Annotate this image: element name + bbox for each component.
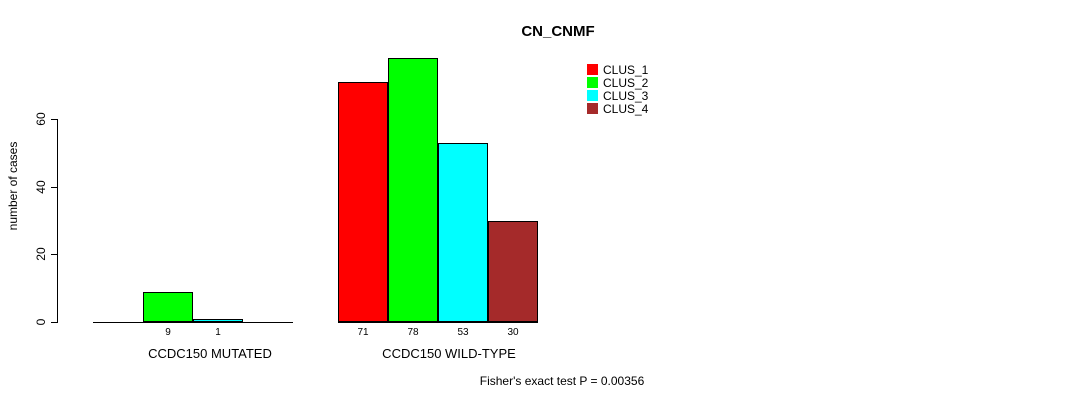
legend-label: CLUS_1 bbox=[603, 62, 649, 77]
legend-swatch-clus-3 bbox=[587, 90, 598, 101]
bar-clus_3-mutated bbox=[193, 318, 243, 322]
bar-clus_2-wild-type bbox=[388, 58, 438, 322]
bar-value-label: 71 bbox=[357, 327, 369, 338]
legend-label: CLUS_2 bbox=[603, 75, 649, 90]
bar-clus_2-mutated bbox=[143, 291, 193, 322]
legend-swatch-clus-2 bbox=[587, 77, 598, 88]
y-tick-label: 60 bbox=[34, 112, 48, 126]
legend-item: CLUS_3 bbox=[587, 89, 648, 102]
legend-swatch-clus-1 bbox=[587, 64, 598, 75]
y-axis-line bbox=[57, 119, 58, 323]
y-tick-label: 0 bbox=[34, 318, 48, 326]
y-tick-mark bbox=[51, 119, 57, 120]
legend-swatch-clus-4 bbox=[587, 103, 598, 114]
legend-item: CLUS_2 bbox=[587, 76, 648, 89]
legend-label: CLUS_3 bbox=[603, 88, 649, 103]
bar-value-label: 78 bbox=[407, 327, 419, 338]
legend-label: CLUS_4 bbox=[603, 101, 649, 116]
bar-clus_3-wild-type bbox=[438, 142, 488, 322]
bar-value-label: 30 bbox=[507, 327, 519, 338]
bar-clus_1-wild-type bbox=[338, 81, 388, 322]
category-label-mutated: CCDC150 MUTATED bbox=[148, 346, 272, 361]
category-label-wild-type: CCDC150 WILD-TYPE bbox=[382, 346, 516, 361]
legend-item: CLUS_4 bbox=[587, 102, 648, 115]
y-tick-mark bbox=[51, 186, 57, 188]
group-baseline bbox=[338, 322, 538, 323]
chart-title: CN_CNMF bbox=[521, 23, 595, 40]
y-axis-label: number of cases bbox=[6, 141, 20, 231]
legend: CLUS_1 CLUS_2 CLUS_3 CLUS_4 bbox=[587, 63, 648, 115]
y-tick-mark bbox=[51, 322, 57, 323]
y-tick-label: 40 bbox=[34, 179, 48, 194]
y-tick-mark bbox=[51, 254, 57, 256]
bar-value-label: 9 bbox=[165, 327, 171, 338]
bar-clus_4-wild-type bbox=[488, 220, 538, 322]
y-tick-label: 20 bbox=[34, 247, 48, 262]
fisher-test-annotation: Fisher's exact test P = 0.00356 bbox=[479, 374, 645, 388]
bar-value-label: 1 bbox=[215, 327, 221, 338]
group-baseline bbox=[93, 322, 293, 323]
bar-value-label: 53 bbox=[457, 327, 469, 338]
legend-item: CLUS_1 bbox=[587, 63, 648, 76]
